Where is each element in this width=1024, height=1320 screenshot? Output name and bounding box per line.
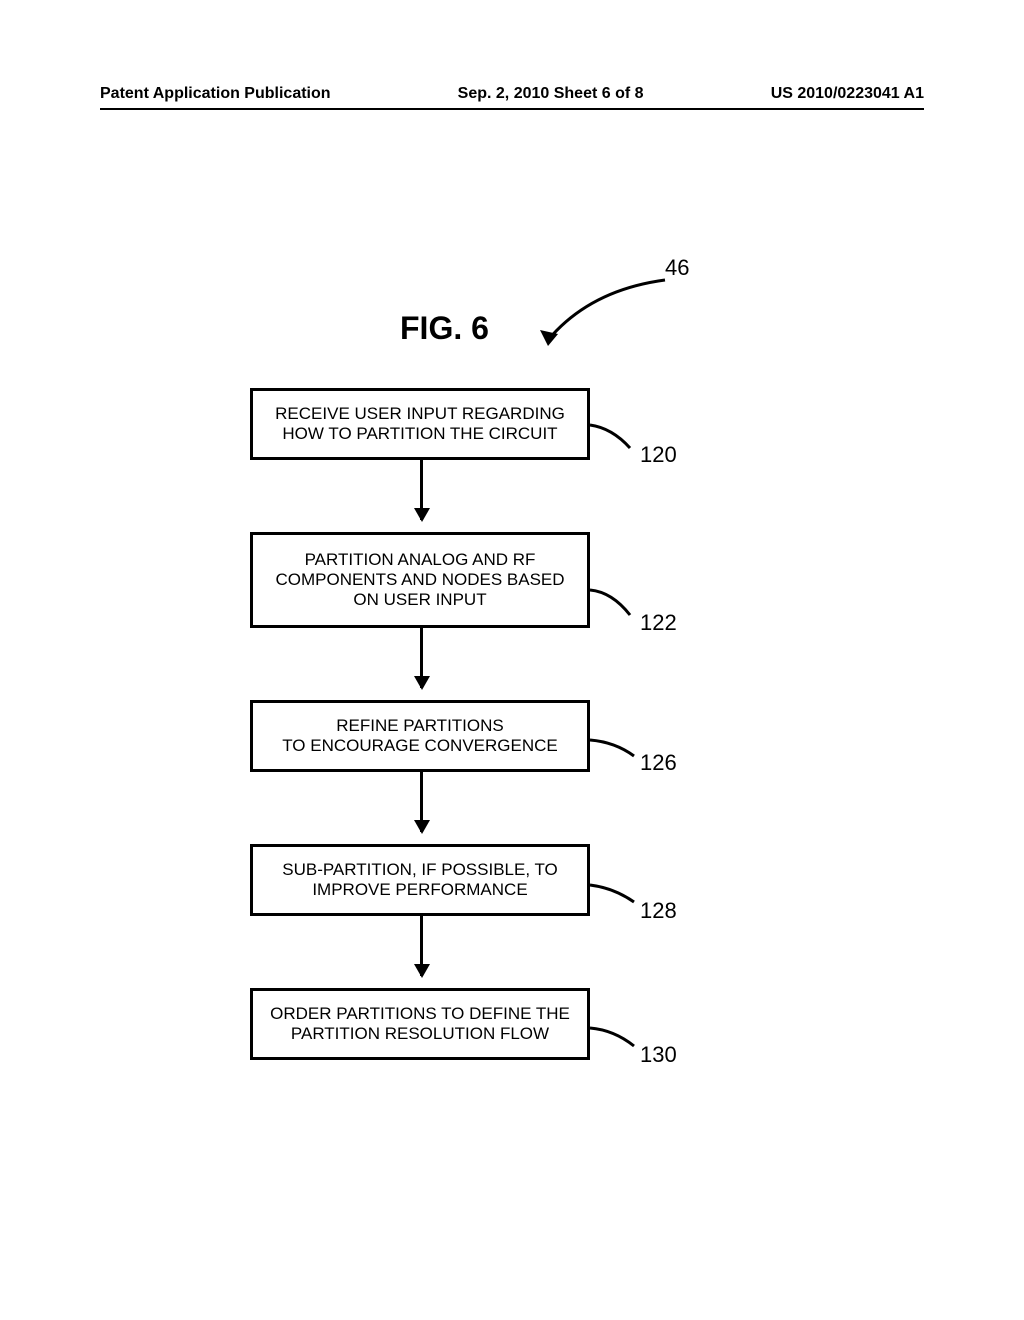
- flow-label-126: 126: [640, 750, 677, 776]
- flow-box-128: SUB-PARTITION, IF POSSIBLE, TO IMPROVE P…: [250, 844, 590, 916]
- flow-box-130: ORDER PARTITIONS TO DEFINE THE PARTITION…: [250, 988, 590, 1060]
- flow-box-126: REFINE PARTITIONSTO ENCOURAGE CONVERGENC…: [250, 700, 590, 772]
- flow-box-text: RECEIVE USER INPUT REGARDING HOW TO PART…: [269, 404, 571, 444]
- flow-connector-130: [0, 0, 1024, 1320]
- flow-label-122: 122: [640, 610, 677, 636]
- figure-title: FIG. 6: [400, 310, 489, 347]
- flow-box-120: RECEIVE USER INPUT REGARDING HOW TO PART…: [250, 388, 590, 460]
- flow-connector-128: [0, 0, 1024, 1320]
- flow-label-120: 120: [640, 442, 677, 468]
- header-rule: [100, 108, 924, 110]
- figure-ref-number: 46: [665, 255, 689, 281]
- page: Patent Application Publication Sep. 2, 2…: [0, 0, 1024, 1320]
- header-right: US 2010/0223041 A1: [771, 85, 924, 103]
- flow-connector-120: [0, 0, 1024, 1320]
- flow-label-130: 130: [640, 1042, 677, 1068]
- flow-arrow-2: [420, 628, 423, 688]
- flow-box-text: ORDER PARTITIONS TO DEFINE THE PARTITION…: [269, 1004, 571, 1044]
- flow-connector-126: [0, 0, 1024, 1320]
- header-left: Patent Application Publication: [100, 85, 331, 103]
- flow-box-text: REFINE PARTITIONSTO ENCOURAGE CONVERGENC…: [282, 716, 558, 756]
- flow-arrow-4: [420, 916, 423, 976]
- flow-box-122: PARTITION ANALOG AND RF COMPONENTS AND N…: [250, 532, 590, 628]
- flow-connector-122: [0, 0, 1024, 1320]
- flow-arrow-1: [420, 460, 423, 520]
- flow-arrow-3: [420, 772, 423, 832]
- flow-label-128: 128: [640, 898, 677, 924]
- patent-header: Patent Application Publication Sep. 2, 2…: [0, 85, 1024, 103]
- figure-leader-arrow: [0, 0, 1024, 1320]
- flow-box-text: SUB-PARTITION, IF POSSIBLE, TO IMPROVE P…: [269, 860, 571, 900]
- header-center: Sep. 2, 2010 Sheet 6 of 8: [458, 85, 644, 103]
- flow-box-text: PARTITION ANALOG AND RF COMPONENTS AND N…: [269, 550, 571, 610]
